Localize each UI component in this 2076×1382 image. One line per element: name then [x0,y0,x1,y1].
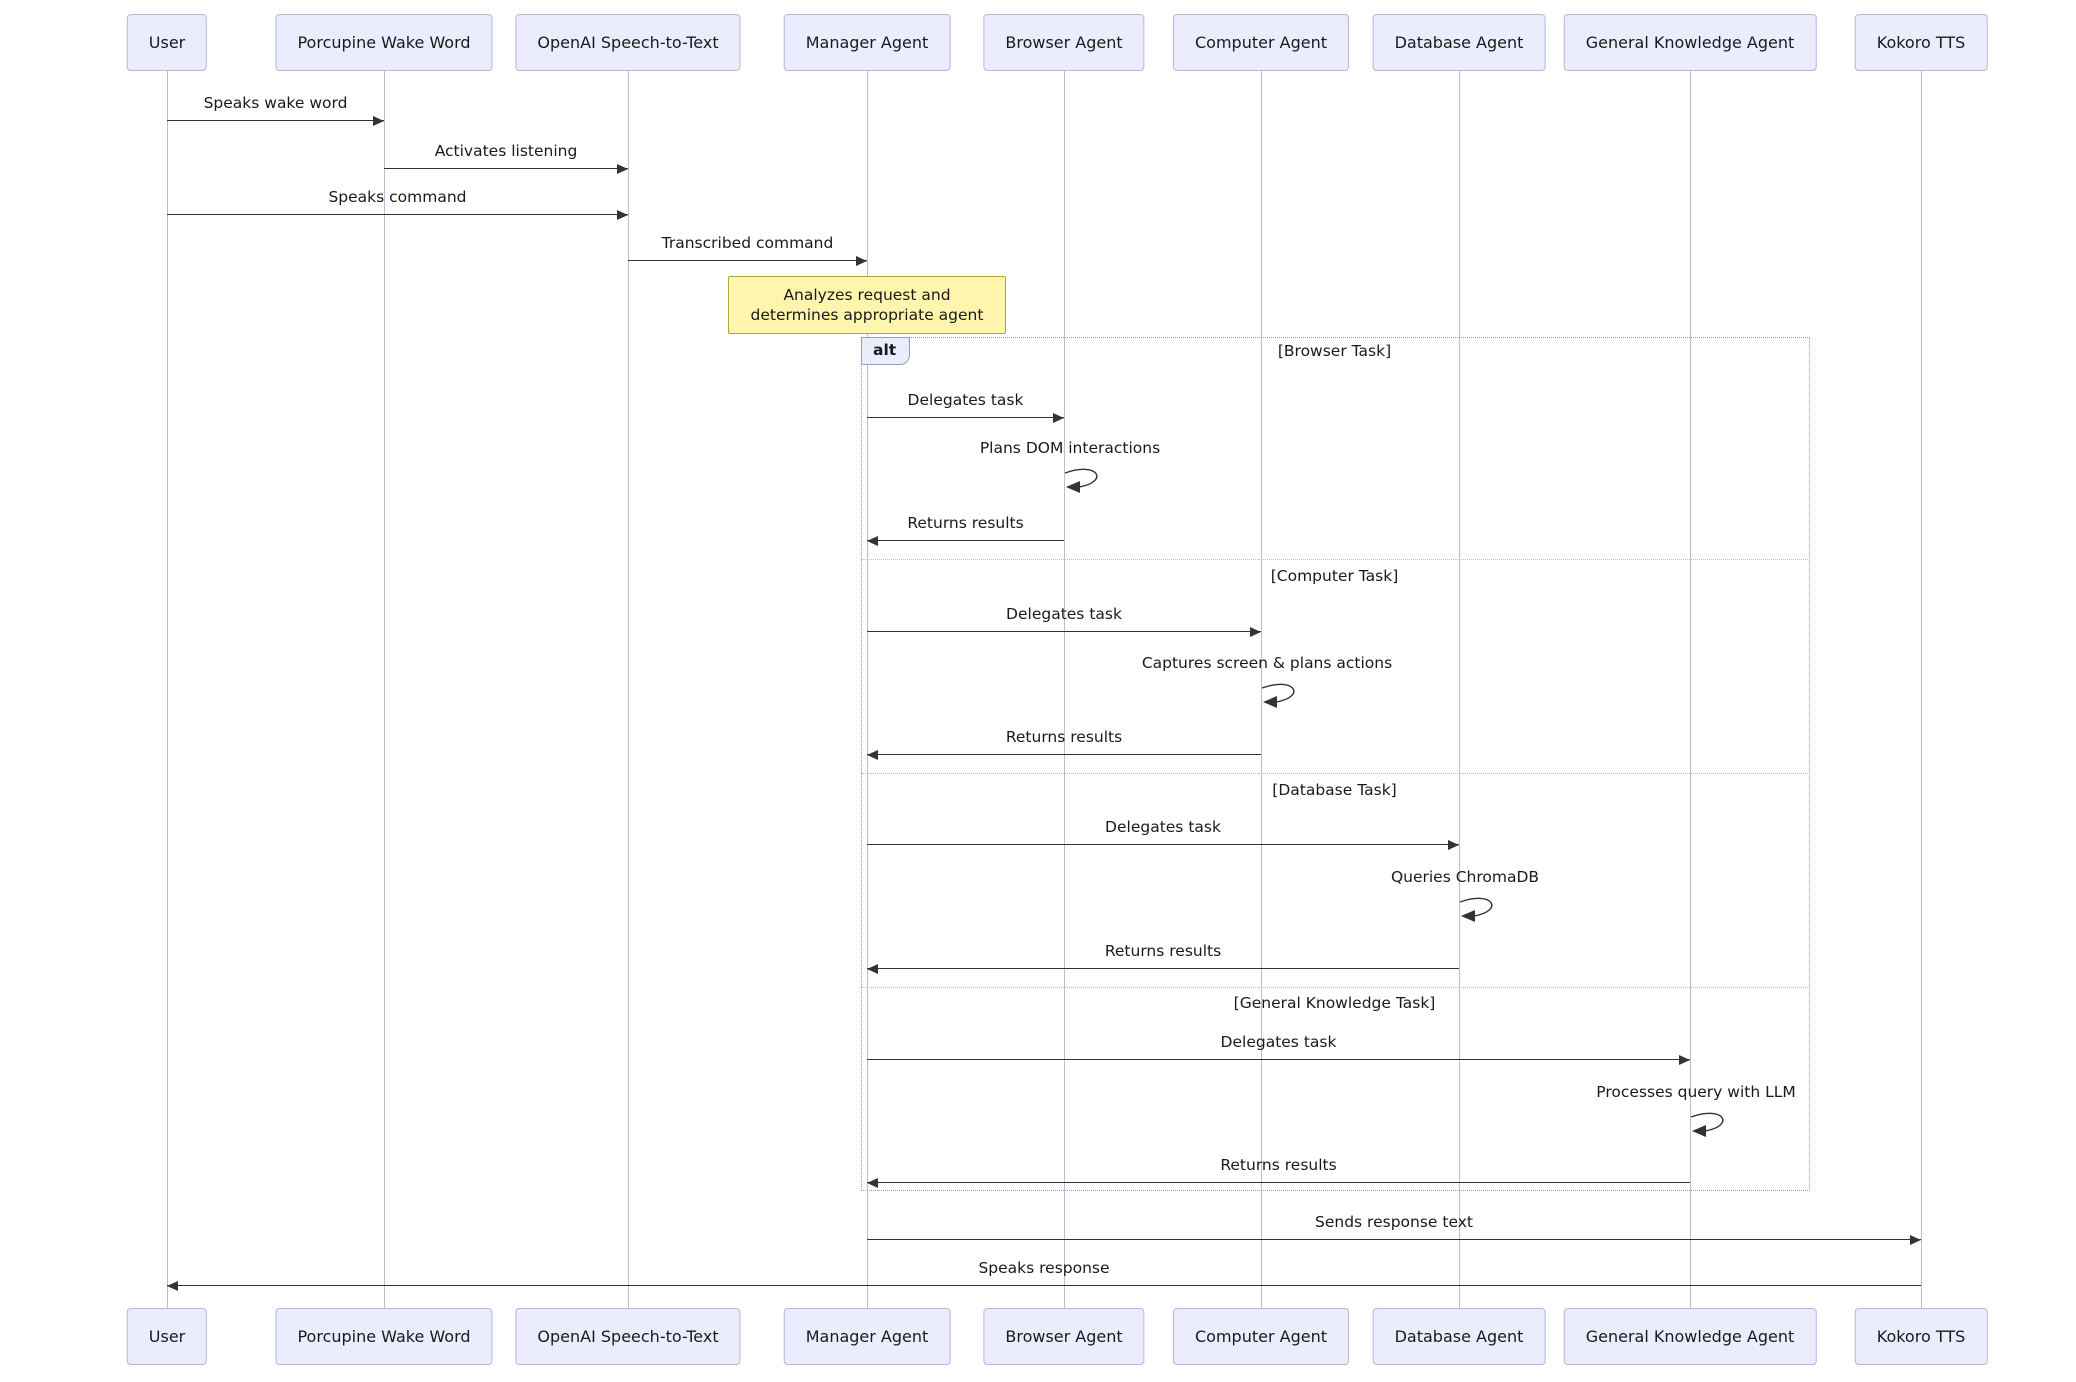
arrowhead-icon [867,536,878,546]
message-line [167,214,628,215]
message-line [867,417,1064,418]
actor-top-browser: Browser Agent [983,14,1145,72]
arrowhead-icon [867,750,878,760]
actor-top-computer: Computer Agent [1173,14,1349,72]
arrowhead-icon [1250,627,1261,637]
lifeline-porcupine [384,70,385,1308]
self-message-label: Captures screen & plans actions [1141,654,1393,672]
actor-top-gk: General Knowledge Agent [1563,14,1817,72]
arrowhead-icon [1910,1235,1921,1245]
lifeline-manager [867,70,868,1308]
alt-section-title: [Browser Task] [1277,342,1392,360]
actor-bottom-porcupine: Porcupine Wake Word [275,1308,493,1366]
arrowhead-icon [617,164,628,174]
message-label: Speaks wake word [203,94,348,112]
arrowhead-icon [867,964,878,974]
lifeline-stt [628,70,629,1308]
message-label: Speaks command [328,188,467,206]
alt-section-title: [Computer Task] [1270,567,1399,585]
message-line [867,1059,1690,1060]
actor-bottom-database: Database Agent [1372,1308,1546,1366]
message-line [867,1239,1921,1240]
message-label: Returns results [1104,942,1222,960]
alt-section-divider [861,773,1808,774]
message-line [867,540,1064,541]
actor-bottom-computer: Computer Agent [1173,1308,1349,1366]
alt-label: alt [861,337,911,365]
message-label: Delegates task [1105,818,1221,836]
arrowhead-icon [167,1281,178,1291]
actor-top-porcupine: Porcupine Wake Word [275,14,493,72]
actor-bottom-browser: Browser Agent [983,1308,1145,1366]
message-label: Activates listening [434,142,578,160]
note-line: Analyzes request and [783,286,951,304]
alt-section-title: [General Knowledge Task] [1233,994,1436,1012]
actor-top-manager: Manager Agent [783,14,951,72]
lifeline-browser [1064,70,1065,1308]
actor-bottom-tts: Kokoro TTS [1854,1308,1988,1366]
actor-bottom-user: User [126,1308,208,1366]
lifeline-computer [1261,70,1262,1308]
message-label: Sends response text [1315,1213,1473,1231]
actor-bottom-gk: General Knowledge Agent [1563,1308,1817,1366]
alt-frame [861,337,1810,1191]
actor-top-database: Database Agent [1372,14,1546,72]
message-label: Returns results [907,514,1024,532]
actor-top-tts: Kokoro TTS [1854,14,1988,72]
arrowhead-icon [1679,1055,1690,1065]
self-message-label: Queries ChromaDB [1390,868,1540,886]
self-loop-arrow [1690,1112,1724,1137]
message-line [384,168,628,169]
message-line [867,631,1261,632]
message-line [167,1285,1921,1286]
message-label: Returns results [1220,1156,1337,1174]
arrowhead-icon [856,256,867,266]
lifeline-gk [1690,70,1691,1308]
lifeline-tts [1921,70,1922,1308]
actor-bottom-stt: OpenAI Speech-to-Text [515,1308,741,1366]
arrowhead-icon [373,116,384,126]
message-line [867,968,1459,969]
message-label: Delegates task [1220,1033,1337,1051]
self-loop-arrow [1459,897,1493,922]
message-label: Returns results [1005,728,1123,746]
alt-section-divider [861,987,1808,988]
message-label: Delegates task [1006,605,1122,623]
arrowhead-icon [1053,413,1064,423]
message-label: Speaks response [978,1259,1110,1277]
arrowhead-icon [1448,840,1459,850]
message-line [867,844,1459,845]
alt-section-title: [Database Task] [1272,781,1397,799]
alt-section-divider [861,559,1808,560]
arrowhead-icon [867,1178,878,1188]
message-label: Transcribed command [661,234,834,252]
message-line [628,260,867,261]
actor-top-user: User [126,14,208,72]
self-loop-arrow [1261,683,1295,708]
actor-top-stt: OpenAI Speech-to-Text [515,14,741,72]
self-message-label: Processes query with LLM [1596,1083,1796,1101]
message-label: Delegates task [907,391,1024,409]
note: Analyzes request and determines appropria… [728,276,1006,334]
message-line [167,120,384,121]
self-message-label: Plans DOM interactions [979,439,1161,457]
lifeline-database [1459,70,1460,1308]
actor-bottom-manager: Manager Agent [783,1308,951,1366]
self-loop-arrow [1064,468,1098,493]
message-line [867,1182,1690,1183]
arrowhead-icon [617,210,628,220]
message-line [867,754,1261,755]
lifeline-user [167,70,168,1308]
note-line: determines appropriate agent [750,306,984,324]
